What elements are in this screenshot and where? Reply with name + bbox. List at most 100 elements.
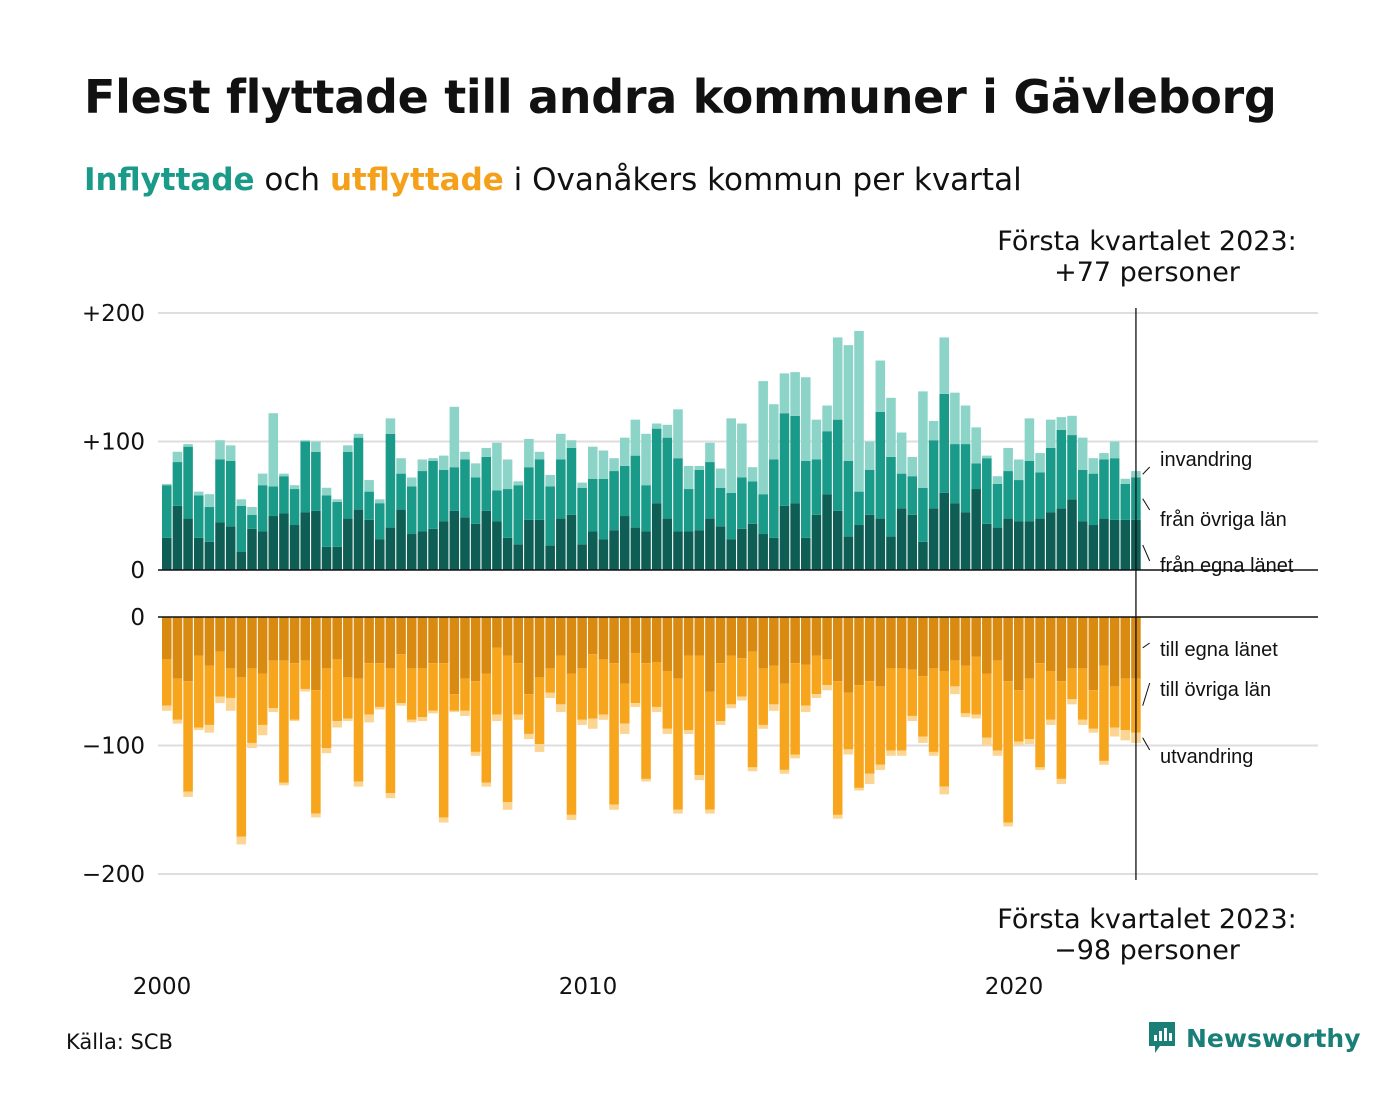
bar-out-emig xyxy=(247,742,257,749)
bar-in-immig xyxy=(396,458,406,474)
bar-in-immig xyxy=(694,465,705,470)
bar-out-own xyxy=(939,617,949,671)
bar-out-emig xyxy=(886,750,896,756)
bar-in-own xyxy=(375,539,385,570)
bar-in-other xyxy=(566,447,577,515)
bar-out-emig xyxy=(545,692,555,698)
bar-in-other xyxy=(1003,471,1013,519)
bar-out-other xyxy=(992,660,1003,751)
bar-in-own xyxy=(183,518,193,570)
bar-in-other xyxy=(854,491,864,526)
bar-in-own xyxy=(247,528,257,570)
bar-in-own xyxy=(492,521,502,570)
bar-in-own xyxy=(406,534,417,570)
bar-in-own xyxy=(918,541,928,570)
bar-out-emig xyxy=(343,718,353,722)
bar-out-other xyxy=(928,668,939,752)
bar-in-immig xyxy=(236,499,247,506)
bar-in-own xyxy=(950,503,960,570)
bar-in-own xyxy=(172,505,183,570)
bar-in-own xyxy=(556,518,566,570)
bar-out-emig xyxy=(289,719,300,722)
bar-out-other xyxy=(545,668,555,693)
x-tick-label: 2000 xyxy=(133,974,192,1000)
bar-in-other xyxy=(438,469,449,522)
bar-out-own xyxy=(492,617,502,648)
bar-in-own xyxy=(630,527,641,570)
bar-in-immig xyxy=(438,455,449,470)
bar-out-other xyxy=(481,673,492,783)
bar-in-own xyxy=(705,518,715,570)
bar-in-own xyxy=(438,521,449,570)
bar-out-own xyxy=(864,617,875,682)
bar-out-other xyxy=(449,694,460,711)
bar-in-own xyxy=(524,519,534,570)
bar-out-other xyxy=(236,677,247,837)
bar-out-other xyxy=(801,664,811,706)
bar-in-immig xyxy=(843,345,854,461)
bar-out-other xyxy=(939,670,949,787)
bar-in-immig xyxy=(705,442,715,463)
bar-in-other xyxy=(1067,435,1077,500)
bar-out-other xyxy=(854,685,864,788)
bar-out-emig xyxy=(939,786,949,795)
bar-out-own xyxy=(694,617,705,656)
bar-in-other xyxy=(779,413,790,506)
bar-in-other xyxy=(353,437,364,510)
bar-in-own xyxy=(364,519,374,570)
bar-out-emig xyxy=(204,724,215,733)
bar-in-immig xyxy=(321,487,332,496)
y-tick-label: 0 xyxy=(130,605,145,631)
bar-in-immig xyxy=(737,423,747,478)
bar-in-immig xyxy=(1003,447,1013,472)
bar-out-own xyxy=(1056,617,1067,682)
bar-in-own xyxy=(598,539,609,570)
bar-out-emig xyxy=(162,705,172,711)
bar-out-own xyxy=(300,617,310,661)
bar-in-immig xyxy=(886,397,896,457)
bar-in-other xyxy=(609,471,619,531)
bar-out-other xyxy=(737,658,747,697)
bar-out-own xyxy=(236,617,247,678)
bar-out-other xyxy=(417,668,428,718)
bar-out-emig xyxy=(896,750,907,756)
bar-in-other xyxy=(939,393,949,493)
bar-in-immig xyxy=(1045,419,1056,448)
bar-in-immig xyxy=(343,445,353,452)
bar-in-other xyxy=(1109,458,1120,520)
bar-in-own xyxy=(662,518,673,570)
bar-out-other xyxy=(406,668,417,720)
bar-out-other xyxy=(204,665,215,725)
bar-out-own xyxy=(673,617,683,679)
bar-in-immig xyxy=(918,391,928,488)
bar-in-immig xyxy=(939,337,949,394)
bar-in-immig xyxy=(609,458,619,472)
bar-in-own xyxy=(758,534,768,570)
bar-in-own xyxy=(822,494,832,570)
bar-in-own xyxy=(779,505,790,570)
bar-out-other xyxy=(289,663,300,720)
bar-out-own xyxy=(715,617,726,664)
bar-out-other xyxy=(886,668,896,751)
bar-in-other xyxy=(396,473,406,510)
bar-in-own xyxy=(1120,519,1131,570)
bar-in-own xyxy=(1109,519,1120,570)
bar-in-own xyxy=(577,544,587,570)
bar-in-immig xyxy=(406,477,417,487)
bar-out-other xyxy=(822,659,832,686)
bar-out-other xyxy=(193,655,204,728)
bar-out-own xyxy=(311,617,321,691)
bar-out-emig xyxy=(300,688,310,692)
bar-in-other xyxy=(279,476,289,514)
bar-in-own xyxy=(683,531,694,570)
bar-in-other xyxy=(1014,480,1024,522)
bar-out-own xyxy=(534,617,545,678)
bar-in-immig xyxy=(470,463,481,478)
bar-out-emig xyxy=(1120,730,1131,741)
bar-in-own xyxy=(236,552,247,570)
annotation-in-line2: +77 personer xyxy=(1054,257,1241,288)
bar-in-own xyxy=(321,546,332,570)
bar-out-other xyxy=(683,655,694,731)
bar-out-other xyxy=(769,665,779,705)
bar-in-own xyxy=(1077,521,1088,570)
